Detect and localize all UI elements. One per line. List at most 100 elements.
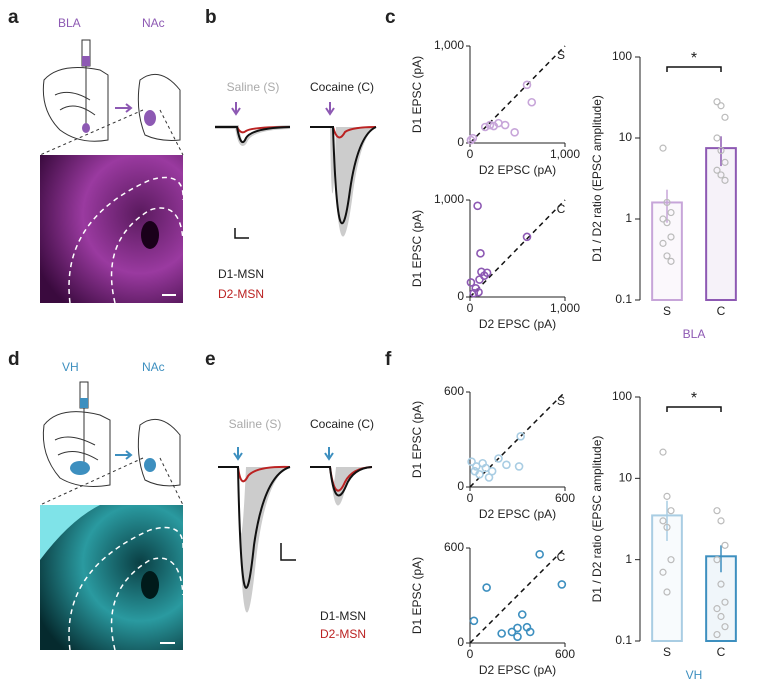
point <box>717 171 725 179</box>
x-tick-label: 0 <box>467 647 474 661</box>
panel-label: c <box>385 7 396 28</box>
panel-label: d <box>8 349 20 370</box>
brain-schematic <box>39 39 184 156</box>
point <box>482 583 491 592</box>
point <box>516 432 525 441</box>
point <box>517 610 527 619</box>
point <box>510 128 519 137</box>
panel-label: a <box>8 7 19 28</box>
point <box>721 158 729 166</box>
point <box>663 252 671 260</box>
point <box>717 612 725 621</box>
point <box>507 627 517 637</box>
y-tick-label: 10 <box>619 471 633 485</box>
x-tick-label: S <box>663 304 671 318</box>
point <box>721 176 729 184</box>
point <box>467 457 476 466</box>
micrograph <box>40 505 184 651</box>
point <box>659 517 667 525</box>
micrograph <box>40 155 184 304</box>
y-tick-label: 600 <box>444 384 464 398</box>
x-axis-label: BLA <box>683 327 706 341</box>
source-label: BLA <box>58 16 81 30</box>
y-tick-label: 0 <box>457 135 464 149</box>
x-tick-label: 0 <box>467 491 474 505</box>
legend-d2: D2-MSN <box>218 287 264 301</box>
point <box>713 134 721 142</box>
point <box>717 517 725 525</box>
x-axis-label: D2 EPSC (pA) <box>479 507 556 521</box>
point <box>659 448 667 456</box>
y-tick-label: 100 <box>612 389 632 403</box>
point <box>470 466 480 476</box>
point <box>713 605 721 613</box>
unity-line <box>469 547 566 644</box>
legend-d2: D2-MSN <box>320 627 366 641</box>
annotation: S <box>557 48 565 62</box>
brain-schematic <box>39 381 184 506</box>
unity-line <box>469 391 566 488</box>
point <box>663 588 671 596</box>
traces <box>215 102 377 239</box>
point <box>527 97 537 107</box>
unity-line <box>469 45 566 144</box>
x-tick-label: C <box>717 304 726 318</box>
cocaine-label: Cocaine (C) <box>310 417 374 431</box>
point <box>663 523 671 531</box>
point <box>667 208 675 217</box>
x-tick-label: 600 <box>555 647 575 661</box>
point <box>659 144 667 152</box>
point <box>473 201 482 211</box>
x-tick-label: C <box>717 645 726 659</box>
annotation: C <box>557 550 566 564</box>
point <box>514 462 524 471</box>
point <box>513 623 522 633</box>
y-axis-label: D1 / D2 ratio (EPSC amplitude) <box>590 436 604 603</box>
legend-d1: D1-MSN <box>218 267 264 281</box>
bar <box>705 147 737 301</box>
x-tick-label: S <box>663 645 671 659</box>
source-label: VH <box>62 360 79 374</box>
y-tick-label: 0.1 <box>615 292 632 306</box>
y-tick-label: 0 <box>457 289 464 303</box>
point <box>713 630 721 639</box>
point <box>502 460 511 470</box>
significance-bracket <box>666 66 722 72</box>
point <box>667 257 675 265</box>
point <box>717 580 725 588</box>
x-axis-label: D2 EPSC (pA) <box>479 163 556 177</box>
y-axis-label: D1 EPSC (pA) <box>410 210 424 287</box>
y-axis-label: D1 / D2 ratio (EPSC amplitude) <box>590 95 604 262</box>
point <box>469 616 479 626</box>
point <box>713 556 721 564</box>
y-tick-label: 600 <box>444 540 464 554</box>
panel-label: e <box>205 349 216 370</box>
point <box>663 198 671 207</box>
point <box>721 598 729 606</box>
point <box>667 233 675 241</box>
y-axis-label: D1 EPSC (pA) <box>410 56 424 133</box>
point <box>717 102 725 110</box>
significance: * <box>691 50 697 67</box>
point <box>466 135 476 145</box>
point <box>667 556 675 564</box>
saline-label: Saline (S) <box>229 417 282 431</box>
point <box>494 454 503 463</box>
point <box>535 550 544 559</box>
traces <box>218 447 373 613</box>
target-label: NAc <box>142 16 165 30</box>
point <box>717 146 725 155</box>
y-tick-label: 1,000 <box>434 192 464 206</box>
saline-label: Saline (S) <box>227 80 280 94</box>
point <box>469 288 479 298</box>
cocaine-label: Cocaine (C) <box>310 80 374 94</box>
point <box>659 239 667 247</box>
point <box>713 166 721 174</box>
point <box>721 541 729 549</box>
point <box>484 473 494 482</box>
point <box>557 580 567 589</box>
x-axis-label: D2 EPSC (pA) <box>479 663 556 677</box>
point <box>721 113 729 121</box>
unity-line <box>469 199 566 298</box>
point <box>721 623 729 631</box>
